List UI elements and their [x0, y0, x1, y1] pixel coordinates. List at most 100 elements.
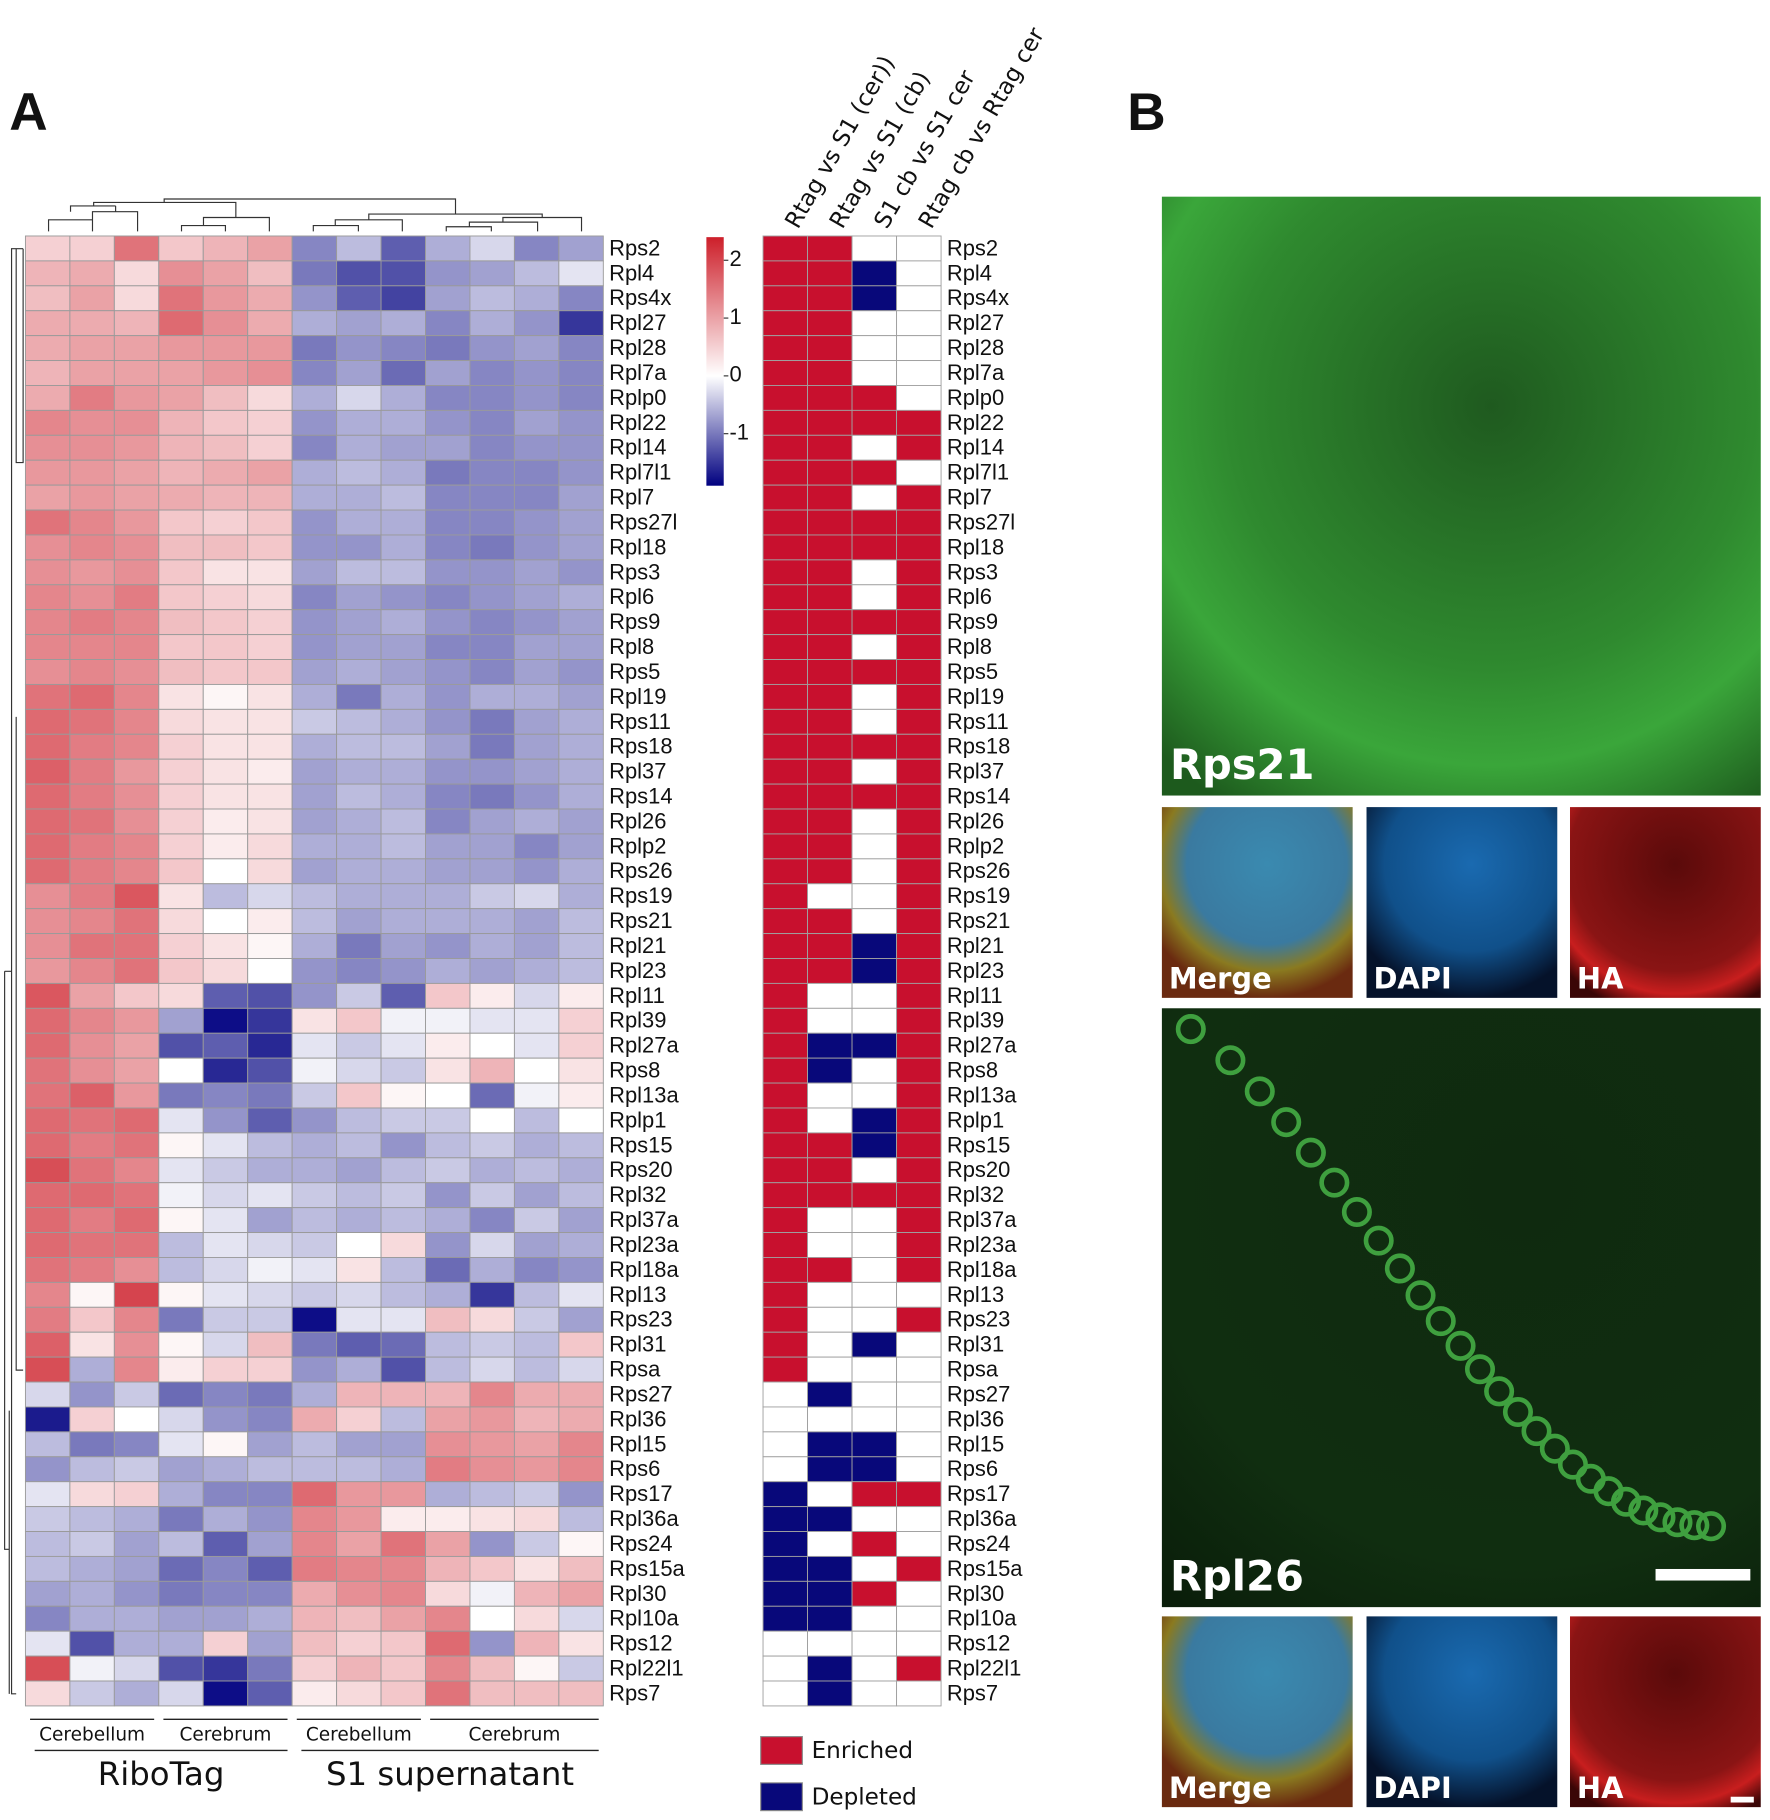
- heatmap-cell: [24, 1007, 71, 1034]
- heatmap-cell: [469, 758, 515, 785]
- heatmap-cell: [336, 783, 382, 810]
- heatmap-cell: [113, 858, 160, 885]
- matrix-cell: [807, 808, 853, 835]
- heatmap-cell: [24, 1032, 71, 1059]
- cell: [1679, 1510, 1710, 1541]
- matrix-cell: [807, 1057, 853, 1084]
- heatmap-cell: [291, 285, 338, 312]
- row-label: Rpl23a: [947, 1232, 1017, 1257]
- heatmap-cell: [202, 1032, 249, 1059]
- heatmap-cell: [513, 982, 560, 1009]
- heatmap-cell: [24, 883, 71, 910]
- matrix-cell: [762, 758, 809, 785]
- heatmap-cell: [425, 409, 471, 436]
- heatmap-cell: [425, 933, 471, 959]
- heatmap-cell: [291, 1032, 338, 1059]
- row-label: Rps2: [947, 235, 998, 260]
- heatmap-cell: [113, 1107, 160, 1134]
- heatmap-cell: [380, 534, 426, 561]
- heatmap-cell: [291, 459, 338, 486]
- heatmap-cell: [558, 1531, 604, 1557]
- micrograph: [1569, 807, 1761, 998]
- heatmap-cell: [380, 335, 426, 362]
- heatmap-cell: [336, 982, 382, 1009]
- cell: [1384, 1253, 1415, 1284]
- matrix-cell: [762, 808, 809, 835]
- heatmap-cell: [291, 733, 338, 760]
- heatmap-cell: [558, 1406, 604, 1433]
- heatmap-cell: [380, 883, 426, 910]
- row-label: Rpl15: [947, 1431, 1004, 1456]
- matrix-cell: [762, 883, 809, 910]
- scale-bar: [1730, 1796, 1754, 1803]
- matrix-cell: [896, 708, 942, 735]
- heatmap-cell: [380, 659, 426, 685]
- heatmap-cell: [202, 235, 249, 262]
- heatmap-cell: [113, 1257, 160, 1283]
- heatmap-cell: [113, 958, 160, 984]
- heatmap-cell: [558, 1605, 604, 1632]
- heatmap-cell: [469, 484, 515, 511]
- matrix-cell: [807, 1132, 853, 1159]
- heatmap-cell: [113, 1531, 160, 1557]
- matrix-cell: [851, 634, 898, 660]
- matrix-cell: [762, 1531, 809, 1557]
- heatmap-cell: [380, 1630, 426, 1657]
- heatmap-cell: [558, 409, 604, 436]
- heatmap-cell: [513, 1555, 560, 1582]
- heatmap-cell: [158, 559, 204, 586]
- row-label: Rps17: [947, 1481, 1010, 1506]
- heatmap-cell: [24, 708, 71, 735]
- matrix-cell: [851, 659, 898, 685]
- group-label: Cerebellum: [39, 1724, 145, 1745]
- heatmap-cell: [513, 310, 560, 337]
- heatmap-cell: [247, 1406, 293, 1433]
- matrix-cell: [896, 1655, 942, 1682]
- heatmap-cell: [158, 708, 204, 735]
- heatmap-cell: [469, 235, 515, 262]
- heatmap-cell: [247, 733, 293, 760]
- heatmap-cell: [247, 285, 293, 312]
- row-label: Rpl22l1: [609, 1656, 683, 1681]
- heatmap-cell: [69, 1356, 115, 1383]
- heatmap-cell: [247, 958, 293, 984]
- heatmap-cell: [336, 235, 382, 262]
- heatmap-cell: [247, 1605, 293, 1632]
- matrix-cell: [851, 1580, 898, 1607]
- matrix-cell: [807, 1007, 853, 1034]
- matrix-cell: [762, 559, 809, 586]
- row-label: Rpl22: [609, 410, 666, 435]
- heatmap-cell: [291, 933, 338, 959]
- heatmap-cell: [158, 260, 204, 287]
- heatmap-cell: [336, 609, 382, 636]
- heatmap-cell: [291, 858, 338, 885]
- matrix-cell: [896, 683, 942, 710]
- heatmap-cell: [69, 1032, 115, 1059]
- heatmap-cell: [558, 1630, 604, 1657]
- heatmap-cell: [513, 883, 560, 910]
- matrix-cell: [896, 509, 942, 536]
- heatmap-cell: [336, 260, 382, 287]
- matrix-cell: [896, 1207, 942, 1234]
- heatmap-cell: [202, 1456, 249, 1483]
- row-label: Rplp2: [947, 833, 1004, 858]
- heatmap-cell: [425, 1232, 471, 1258]
- row-label: Rpl10a: [947, 1606, 1017, 1631]
- heatmap-cell: [202, 584, 249, 611]
- heatmap-cell: [380, 1082, 426, 1109]
- row-label: Rps8: [947, 1058, 998, 1083]
- heatmap-cell: [24, 1232, 71, 1258]
- heatmap-cell: [469, 982, 515, 1009]
- heatmap-cell: [425, 1306, 471, 1333]
- heatmap-cell: [158, 1506, 204, 1532]
- matrix-cell: [762, 858, 809, 885]
- image-label: Rpl26: [1170, 1551, 1304, 1600]
- matrix-cell: [762, 1057, 809, 1084]
- row-label: Rpl15: [609, 1431, 666, 1456]
- heatmap-cell: [425, 758, 471, 785]
- cell: [1405, 1280, 1436, 1311]
- heatmap-cell: [425, 1207, 471, 1234]
- matrix-cell: [807, 1032, 853, 1059]
- heatmap-cell: [202, 1306, 249, 1333]
- heatmap-cell: [513, 434, 560, 461]
